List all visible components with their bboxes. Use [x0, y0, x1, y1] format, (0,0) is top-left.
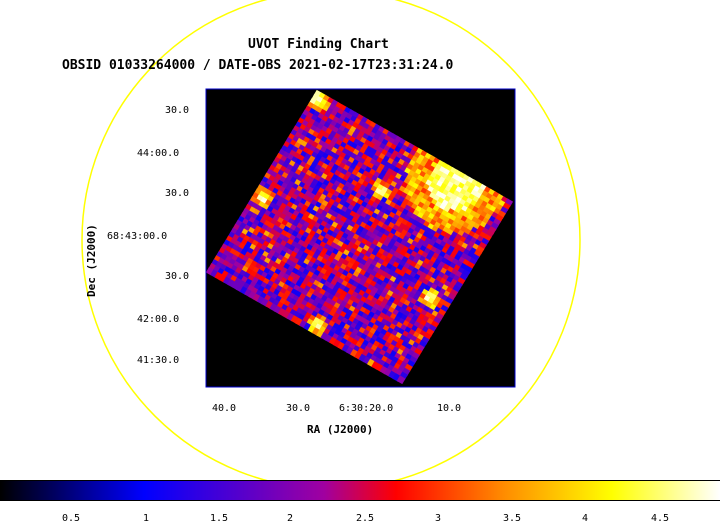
colorbar-tick: 4.5	[651, 513, 670, 524]
image-frame	[205, 88, 516, 388]
colorbar-tick: 2	[287, 513, 294, 524]
colorbar-tick: 3	[435, 513, 442, 524]
dec-tick: 30.0	[165, 105, 190, 116]
colorbar-tick: 3.5	[503, 513, 522, 524]
ra-tick: 30.0	[286, 403, 311, 414]
sky-image	[205, 89, 514, 385]
dec-axis-label: Dec (J2000)	[85, 224, 98, 297]
colorbar	[0, 480, 720, 501]
colorbar-tick: 1	[143, 513, 150, 524]
dec-tick: 42:00.0	[137, 314, 180, 325]
ra-axis-label: RA (J2000)	[307, 423, 374, 436]
ra-tick: 10.0	[437, 403, 462, 414]
ra-tick: 40.0	[212, 403, 237, 414]
colorbar-tick: 1.5	[210, 513, 229, 524]
chart-title: UVOT Finding Chart	[248, 37, 389, 52]
colorbar-tick: 4	[582, 513, 589, 524]
colorbar-tick: 2.5	[356, 513, 375, 524]
dec-tick: 30.0	[165, 188, 190, 199]
dec-tick: 30.0	[165, 271, 190, 282]
dec-tick: 44:00.0	[137, 148, 180, 159]
dec-tick: 41:30.0	[137, 355, 180, 366]
colorbar-tick: 0.5	[62, 513, 81, 524]
chart-subtitle: OBSID 01033264000 / DATE-OBS 2021-02-17T…	[62, 58, 454, 73]
ra-tick: 6:30:20.0	[339, 403, 394, 414]
dec-tick: 68:43:00.0	[107, 231, 168, 242]
